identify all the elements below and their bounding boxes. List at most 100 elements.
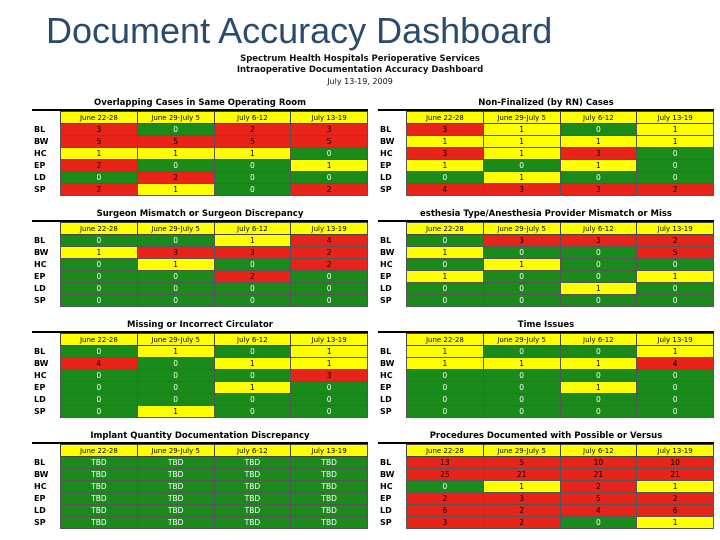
status-cell: 2 — [636, 234, 714, 247]
table-row: BL 3 0 2 3 — [32, 123, 368, 136]
table-corner — [378, 333, 407, 346]
column-header: July 6-12 — [213, 333, 292, 346]
status-cell: 5 — [60, 135, 138, 148]
status-cell: 1 — [406, 246, 484, 259]
metric-table: June 22-28 June 29-July 5 July 6-12 July 13… — [378, 111, 714, 196]
row-label: SP — [378, 183, 407, 196]
row-label: EP — [32, 270, 61, 283]
page-title: Document Accuracy Dashboard — [46, 10, 553, 51]
table-corner — [32, 222, 61, 235]
status-cell: 2 — [60, 159, 138, 172]
status-cell: TBD — [213, 456, 292, 469]
table-row: BL 1 0 0 1 — [378, 345, 714, 358]
status-cell: 0 — [213, 171, 292, 184]
column-header: July 6-12 — [559, 444, 638, 457]
table-row: BW 1 0 0 5 — [378, 246, 714, 259]
status-cell: 5 — [136, 135, 215, 148]
status-cell: TBD — [136, 468, 215, 481]
status-cell: 0 — [482, 270, 561, 283]
row-label: BW — [378, 135, 407, 148]
status-cell: 6 — [636, 504, 714, 517]
row-label: BW — [378, 357, 407, 370]
status-cell: 1 — [636, 135, 714, 148]
status-cell: 1 — [213, 234, 292, 247]
panel-title: Missing or Incorrect Circulator — [32, 319, 368, 333]
status-cell: 0 — [559, 345, 638, 358]
status-cell: 1 — [636, 270, 714, 283]
status-cell: 0 — [636, 294, 714, 307]
table-corner — [32, 444, 61, 457]
status-cell: TBD — [60, 516, 138, 529]
row-label: BL — [378, 456, 407, 469]
table-row: HC 3 1 3 0 — [378, 147, 714, 160]
status-cell: 1 — [482, 258, 561, 271]
row-label: EP — [378, 492, 407, 505]
status-cell: 0 — [213, 393, 292, 406]
status-cell: 0 — [636, 159, 714, 172]
metric-table: June 22-28 June 29-July 5 July 6-12 July 13… — [378, 333, 714, 418]
table-row: EP TBD TBD TBD TBD — [32, 492, 368, 505]
status-cell: 0 — [559, 294, 638, 307]
panel-procedures-possible-versus: Procedures Documented with Possible or V… — [378, 430, 714, 529]
status-cell: 0 — [559, 516, 638, 529]
table-row: LD 6 2 4 6 — [378, 504, 714, 517]
status-cell: TBD — [213, 492, 292, 505]
status-cell: 0 — [290, 405, 368, 418]
table-row: LD 0 1 0 0 — [378, 171, 714, 184]
metric-table: June 22-28 June 29-July 5 July 6-12 July 13… — [378, 222, 714, 307]
status-cell: 13 — [406, 456, 484, 469]
status-cell: 0 — [482, 246, 561, 259]
panel-title: Procedures Documented with Possible or V… — [378, 430, 714, 444]
table-corner — [32, 111, 61, 124]
status-cell: 1 — [482, 171, 561, 184]
status-cell: 0 — [559, 246, 638, 259]
row-label: BW — [32, 135, 61, 148]
status-cell: TBD — [290, 456, 368, 469]
table-row: EP 2 0 0 1 — [32, 159, 368, 172]
table-row: BL 13 5 10 10 — [378, 456, 714, 469]
table-row: BW TBD TBD TBD TBD — [32, 468, 368, 481]
table-row: SP TBD TBD TBD TBD — [32, 516, 368, 529]
panel-missing-circulator: Missing or Incorrect Circulator June 22-2… — [32, 319, 368, 418]
status-cell: TBD — [213, 480, 292, 493]
row-label: HC — [32, 147, 61, 160]
column-header: July 6-12 — [559, 111, 638, 124]
status-cell: 1 — [406, 270, 484, 283]
row-label: LD — [378, 171, 407, 184]
table-row: HC 1 1 1 0 — [32, 147, 368, 160]
table-corner — [378, 444, 407, 457]
column-header: June 29-July 5 — [482, 444, 561, 457]
status-cell: 0 — [60, 282, 138, 295]
table-row: BL 0 1 0 1 — [32, 345, 368, 358]
row-label: LD — [32, 171, 61, 184]
table-row: EP 0 0 1 0 — [32, 381, 368, 394]
status-cell: 3 — [559, 147, 638, 160]
row-label: BW — [32, 468, 61, 481]
status-cell: TBD — [136, 516, 215, 529]
table-row: BL 3 1 0 1 — [378, 123, 714, 136]
column-header: July 13-19 — [636, 222, 714, 235]
table-row: SP 2 1 0 2 — [32, 183, 368, 196]
table-row: LD 0 2 0 0 — [32, 171, 368, 184]
table-row: LD 0 0 0 0 — [32, 393, 368, 406]
status-cell: 0 — [482, 159, 561, 172]
status-cell: 2 — [290, 183, 368, 196]
column-header: July 13-19 — [636, 444, 714, 457]
status-cell: 1 — [213, 357, 292, 370]
status-cell: 4 — [559, 504, 638, 517]
status-cell: 0 — [290, 294, 368, 307]
status-cell: 0 — [406, 234, 484, 247]
status-cell: 0 — [559, 393, 638, 406]
table-row: HC TBD TBD TBD TBD — [32, 480, 368, 493]
row-label: SP — [32, 294, 61, 307]
metric-table: June 22-28 June 29-July 5 July 6-12 July 13… — [378, 444, 714, 529]
row-label: SP — [32, 516, 61, 529]
status-cell: 1 — [559, 159, 638, 172]
table-corner — [378, 222, 407, 235]
row-label: LD — [378, 504, 407, 517]
status-cell: 0 — [482, 381, 561, 394]
status-cell: 1 — [136, 147, 215, 160]
status-cell: 5 — [482, 456, 561, 469]
status-cell: 0 — [213, 369, 292, 382]
header-organization: Spectrum Health Hospitals Perioperative … — [240, 54, 480, 64]
